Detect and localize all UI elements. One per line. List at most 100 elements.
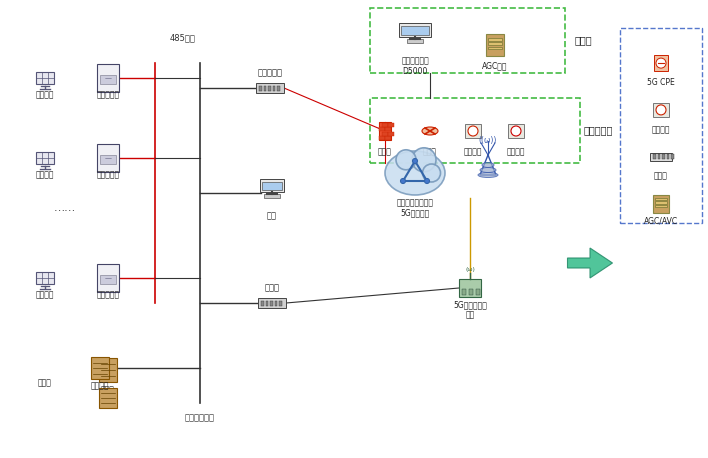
Circle shape <box>656 105 666 115</box>
Text: 光伏组件: 光伏组件 <box>35 290 55 300</box>
Bar <box>488 38 502 41</box>
FancyBboxPatch shape <box>620 28 702 223</box>
Bar <box>36 152 54 164</box>
Ellipse shape <box>422 127 438 135</box>
Text: 光伏组件: 光伏组件 <box>35 91 55 99</box>
Bar <box>465 124 481 138</box>
Bar <box>97 64 119 92</box>
Bar <box>407 39 423 43</box>
Bar <box>100 275 116 284</box>
Bar <box>653 154 656 159</box>
Bar <box>256 83 284 93</box>
Bar <box>275 301 277 306</box>
Bar <box>258 298 286 308</box>
Text: 纵向加密: 纵向加密 <box>652 125 670 134</box>
Text: (ω): (ω) <box>465 267 475 273</box>
Circle shape <box>511 126 521 136</box>
Text: AGC/AVC: AGC/AVC <box>644 217 678 225</box>
Bar <box>97 264 119 292</box>
Text: 5G融合多功能
网关: 5G融合多功能 网关 <box>453 300 487 320</box>
FancyBboxPatch shape <box>370 98 580 163</box>
Ellipse shape <box>480 168 496 173</box>
Bar <box>264 194 280 198</box>
Bar <box>654 55 668 71</box>
Ellipse shape <box>482 163 494 168</box>
Bar <box>655 198 667 200</box>
Bar <box>97 144 119 172</box>
Bar <box>99 388 117 408</box>
Bar <box>260 180 284 192</box>
Bar <box>36 272 54 284</box>
Ellipse shape <box>385 151 445 195</box>
Text: 后台: 后台 <box>267 212 277 220</box>
Bar <box>382 131 387 136</box>
Text: 以太网交换机: 以太网交换机 <box>185 414 215 422</box>
Text: ((ω)): ((ω)) <box>479 136 497 146</box>
Bar <box>671 154 673 159</box>
Circle shape <box>656 58 666 68</box>
Text: —: — <box>105 275 111 281</box>
Bar <box>100 155 116 164</box>
FancyBboxPatch shape <box>370 8 565 73</box>
Bar <box>259 86 261 91</box>
Bar <box>266 301 268 306</box>
Circle shape <box>413 158 418 164</box>
Bar <box>401 26 429 35</box>
Bar <box>655 205 667 207</box>
Bar <box>462 289 466 295</box>
Bar <box>385 127 391 131</box>
Bar <box>385 136 391 140</box>
Text: 并网柜: 并网柜 <box>38 378 52 387</box>
Bar <box>379 136 384 140</box>
Text: 并网柜: 并网柜 <box>101 386 115 394</box>
Bar <box>36 72 54 84</box>
Bar <box>379 127 384 131</box>
Text: 规约转换器: 规约转换器 <box>258 69 282 77</box>
Bar <box>488 47 502 49</box>
Text: 光伏逆变器: 光伏逆变器 <box>96 91 120 99</box>
Text: 光伏逆变器: 光伏逆变器 <box>96 170 120 180</box>
Bar <box>486 34 504 56</box>
Bar <box>382 122 387 126</box>
Circle shape <box>401 179 406 184</box>
Text: 5G CPE: 5G CPE <box>647 78 675 87</box>
Bar <box>658 154 660 159</box>
Bar <box>666 154 669 159</box>
Text: 光伏逆变器: 光伏逆变器 <box>96 290 120 300</box>
Bar <box>263 86 266 91</box>
Text: 调度监控主站
D5000: 调度监控主站 D5000 <box>401 56 429 76</box>
Text: —: — <box>105 75 111 81</box>
Bar <box>268 86 270 91</box>
Bar <box>469 289 473 295</box>
Text: 485总线: 485总线 <box>170 33 196 43</box>
Circle shape <box>425 179 430 184</box>
Bar <box>270 301 273 306</box>
Text: 光伏组件: 光伏组件 <box>35 170 55 180</box>
Text: 路由器: 路由器 <box>423 147 437 157</box>
Text: 运动机: 运动机 <box>654 172 668 181</box>
Text: 纵向加密: 纵向加密 <box>464 147 482 157</box>
Ellipse shape <box>478 173 498 178</box>
Bar <box>459 279 481 297</box>
Bar <box>653 103 669 117</box>
Bar <box>399 23 431 37</box>
Text: 安全接入区: 安全接入区 <box>583 125 612 136</box>
Bar <box>488 42 502 45</box>
Circle shape <box>412 148 436 172</box>
Bar <box>655 202 667 203</box>
Bar <box>91 357 109 379</box>
Text: AGC主站: AGC主站 <box>482 61 508 71</box>
Bar <box>99 358 117 382</box>
Bar <box>379 122 391 140</box>
Circle shape <box>423 164 440 182</box>
Circle shape <box>396 150 416 170</box>
Text: —: — <box>105 155 111 161</box>
Bar <box>662 154 665 159</box>
Text: 基于运营商的电力
5G切片专网: 基于运营商的电力 5G切片专网 <box>396 198 433 218</box>
Bar <box>279 301 282 306</box>
Bar <box>653 195 669 213</box>
Text: ……: …… <box>54 203 76 213</box>
Bar <box>388 131 394 136</box>
Bar <box>277 86 280 91</box>
Bar <box>508 124 524 138</box>
